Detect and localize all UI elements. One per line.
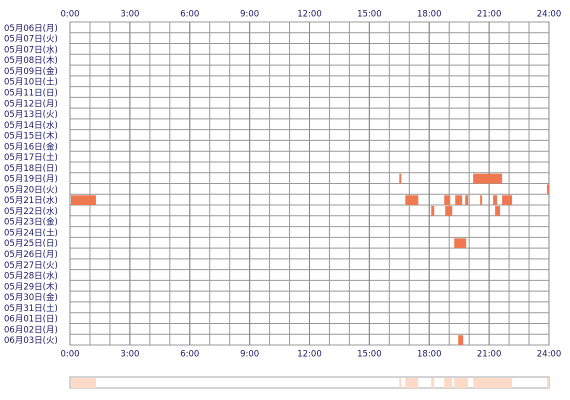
row-label: 05月06日(月) xyxy=(4,24,58,34)
activity-block xyxy=(444,195,451,206)
row-label: 06月02日(月) xyxy=(4,325,58,335)
row-label: 05月22日(水) xyxy=(4,206,58,217)
row-label: 05月29日(木) xyxy=(4,281,58,292)
row-label: 05月16日(金) xyxy=(4,141,58,152)
x-tick-label-top: 15:00 xyxy=(357,10,382,20)
summary-block xyxy=(495,378,501,388)
summary-block xyxy=(405,378,419,388)
summary-block xyxy=(399,378,402,388)
row-label: 05月31日(土) xyxy=(4,303,58,314)
row-label: 05月30日(金) xyxy=(4,292,58,303)
x-tick-label-top: 6:00 xyxy=(180,10,199,20)
activity-block xyxy=(445,206,453,216)
row-label: 05月25日(日) xyxy=(4,239,58,249)
x-tick-label-bottom: 24:00 xyxy=(537,350,562,360)
activity-block xyxy=(70,195,96,206)
x-tick-label-bottom: 9:00 xyxy=(240,350,259,360)
x-tick-label-top: 3:00 xyxy=(120,10,139,20)
row-label: 06月01日(日) xyxy=(4,315,58,325)
row-label: 05月11日(日) xyxy=(4,88,58,98)
activity-block xyxy=(431,206,435,216)
x-tick-label-top: 24:00 xyxy=(537,10,562,20)
activity-block xyxy=(493,195,498,206)
row-label: 05月20日(火) xyxy=(4,185,58,195)
row-label: 05月15日(木) xyxy=(4,131,58,142)
activity-block xyxy=(455,195,463,206)
activity-block xyxy=(458,335,464,345)
summary-block xyxy=(480,378,483,388)
summary-block xyxy=(431,378,435,388)
row-label: 05月26日(月) xyxy=(4,250,58,260)
row-label: 05月10日(土) xyxy=(4,77,58,88)
row-label: 05月07日(火) xyxy=(4,35,58,45)
activity-block xyxy=(399,173,402,184)
x-tick-label-top: 0:00 xyxy=(60,10,79,20)
summary-block xyxy=(70,378,96,388)
activity-block xyxy=(465,195,469,206)
row-label: 05月13日(火) xyxy=(4,110,58,120)
activity-block xyxy=(480,195,483,206)
x-tick-label-bottom: 18:00 xyxy=(417,350,442,360)
activity-block xyxy=(473,173,503,184)
x-tick-label-bottom: 0:00 xyxy=(60,350,79,360)
activity-block xyxy=(405,195,419,206)
row-label: 05月28日(水) xyxy=(4,271,58,282)
summary-block xyxy=(473,378,503,388)
row-label: 06月03日(火) xyxy=(4,336,58,346)
activity-block xyxy=(495,206,501,216)
row-label: 05月17日(土) xyxy=(4,152,58,163)
row-label: 05月19日(月) xyxy=(4,175,58,185)
row-label: 05月23日(金) xyxy=(4,217,58,228)
x-tick-label-top: 12:00 xyxy=(297,10,322,20)
activity-block xyxy=(547,184,549,195)
x-tick-label-bottom: 15:00 xyxy=(357,350,382,360)
row-label: 05月08日(木) xyxy=(4,55,58,66)
x-tick-label-bottom: 21:00 xyxy=(477,350,502,360)
activity-block xyxy=(454,238,467,249)
summary-block xyxy=(458,378,464,388)
summary-block xyxy=(465,378,469,388)
row-label: 05月18日(日) xyxy=(4,164,58,174)
x-tick-label-bottom: 3:00 xyxy=(120,350,139,360)
summary-block xyxy=(445,378,453,388)
x-tick-label-bottom: 12:00 xyxy=(297,350,322,360)
row-label: 05月09日(金) xyxy=(4,66,58,77)
row-label: 05月27日(火) xyxy=(4,261,58,271)
row-label: 05月14日(水) xyxy=(4,120,58,131)
x-tick-label-top: 18:00 xyxy=(417,10,442,20)
summary-block xyxy=(547,378,549,388)
x-tick-label-top: 9:00 xyxy=(240,10,259,20)
summary-block xyxy=(502,378,513,388)
row-label: 05月21日(水) xyxy=(4,195,58,206)
x-tick-label-bottom: 6:00 xyxy=(180,350,199,360)
row-label: 05月12日(月) xyxy=(4,99,58,109)
row-label: 05月07日(水) xyxy=(4,44,58,55)
row-label: 05月24日(土) xyxy=(4,227,58,238)
x-tick-label-top: 21:00 xyxy=(477,10,502,20)
activity-block xyxy=(502,195,513,206)
